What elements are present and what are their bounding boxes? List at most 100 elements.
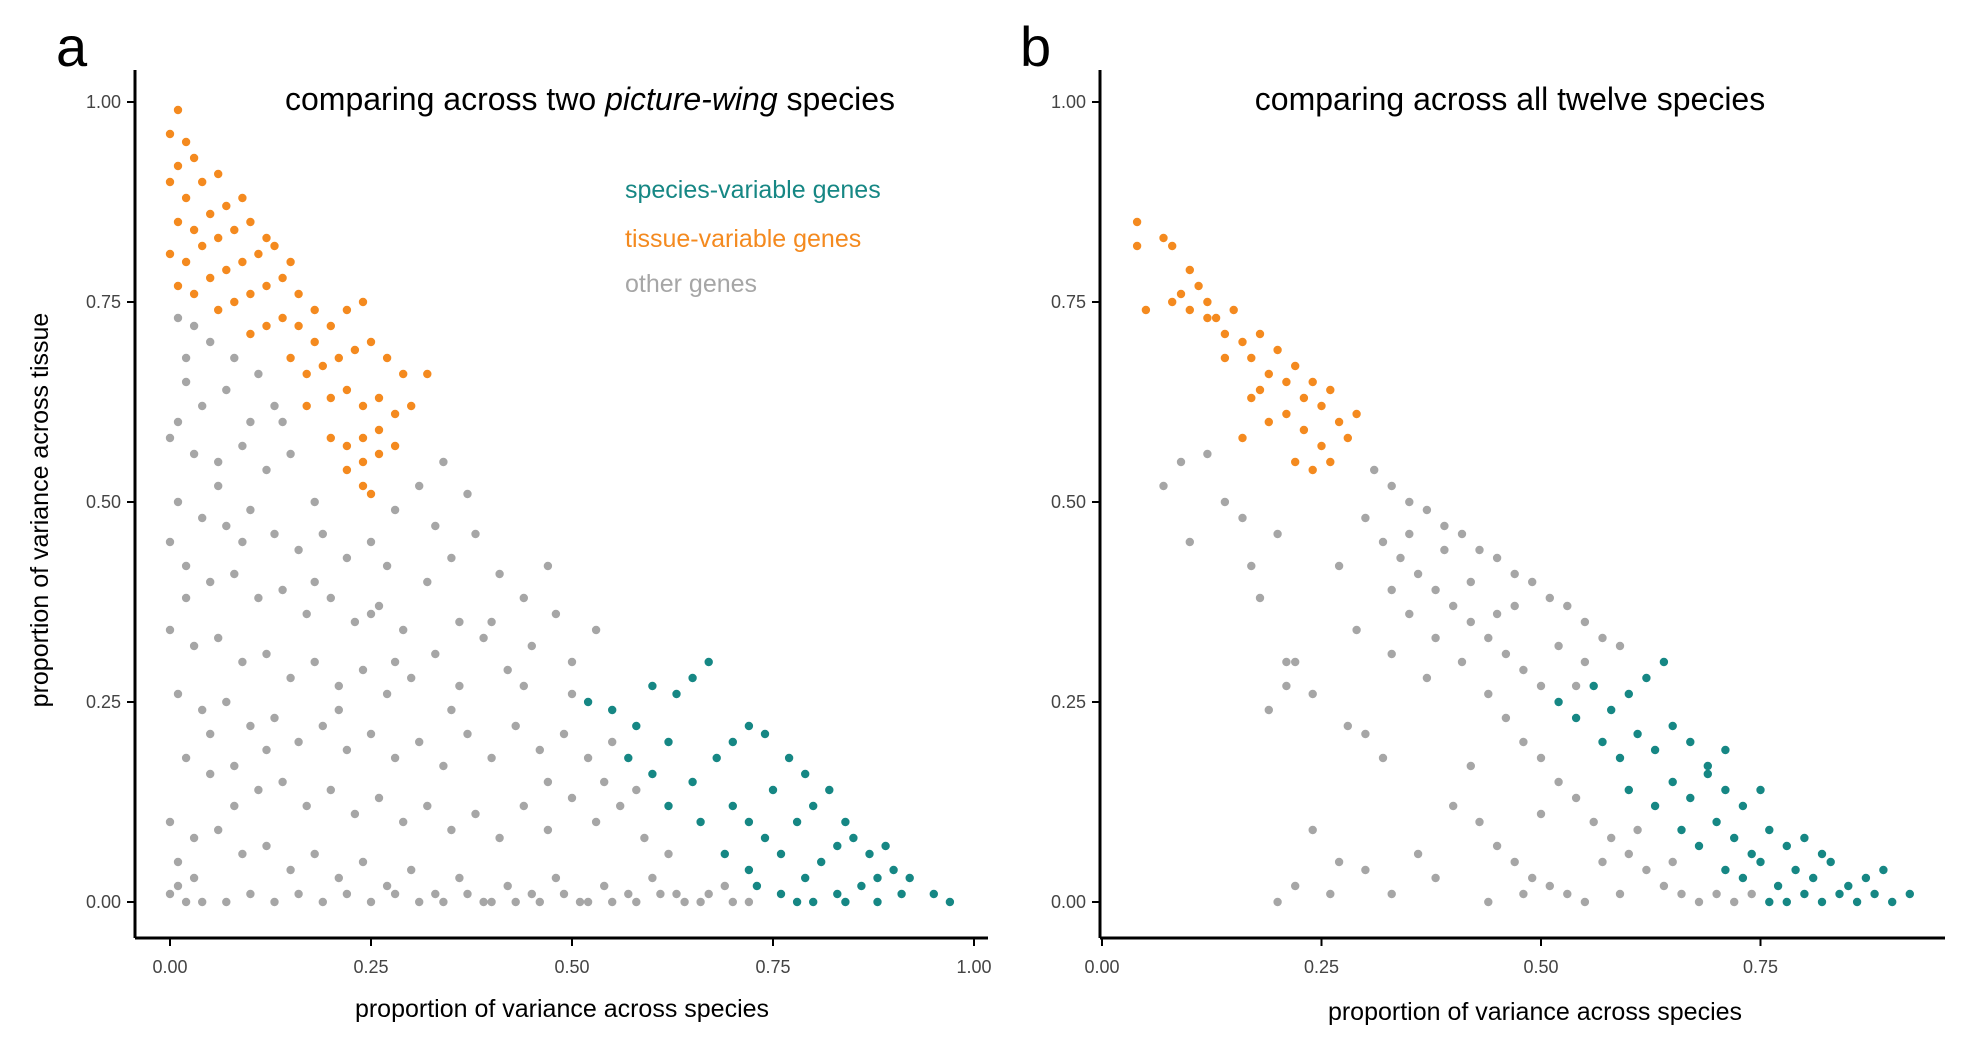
- panel-a-point: [390, 409, 400, 419]
- panel-a-point: [841, 817, 850, 827]
- panel-b-point: [1554, 641, 1563, 651]
- panel-b-point: [1334, 561, 1344, 571]
- panel-a-point: [559, 889, 569, 899]
- panel-a-point: [214, 825, 223, 835]
- panel-a-point: [198, 241, 207, 251]
- panel-a-point: [206, 209, 215, 219]
- panel-b-point: [1519, 665, 1528, 675]
- panel-b-point: [1747, 849, 1756, 859]
- panel-a-point: [181, 193, 191, 203]
- panel-a-point: [278, 417, 287, 427]
- panel-a-point: [873, 873, 882, 883]
- panel-a-point: [688, 777, 697, 787]
- panel-b-point: [1492, 841, 1502, 851]
- panel-a-point: [246, 417, 255, 427]
- panel-b-point: [1132, 217, 1142, 227]
- y-tick-label: 0.00: [86, 892, 121, 912]
- panel-a-point: [415, 481, 424, 491]
- panel-a-point: [310, 577, 319, 587]
- panel-a-point: [543, 561, 553, 571]
- panel-b-point: [1668, 857, 1677, 867]
- panel-a-point: [688, 673, 697, 683]
- panel-b-point: [1317, 401, 1326, 411]
- panel-a-point: [334, 353, 343, 363]
- panel-b-point: [1387, 481, 1396, 491]
- panel-a-point: [230, 225, 239, 235]
- panel-b-point: [1308, 689, 1317, 699]
- panel-a-point: [423, 369, 432, 379]
- panel-a-point: [230, 297, 239, 307]
- panel-b-point: [1765, 897, 1774, 907]
- panel-a-point: [487, 753, 496, 763]
- panel-a-point: [768, 785, 778, 795]
- panel-a-x-axis-label: proportion of variance across species: [355, 995, 769, 1023]
- x-tick-label: 0.75: [755, 957, 790, 977]
- panel-a-point: [447, 553, 456, 563]
- panel-b-point: [1238, 337, 1247, 347]
- panel-a-point: [206, 337, 215, 347]
- panel-a-point: [704, 657, 713, 667]
- panel-a-point: [302, 609, 311, 619]
- panel-a-point: [600, 881, 609, 891]
- panel-b-point: [1624, 785, 1634, 795]
- panel-b-point: [1633, 729, 1642, 739]
- panel-a-point: [214, 305, 223, 315]
- panel-a-point: [230, 353, 239, 363]
- panel-a-point: [583, 697, 593, 707]
- panel-b-point: [1677, 825, 1686, 835]
- panel-a-point: [334, 873, 343, 883]
- panel-a-point: [889, 865, 898, 875]
- panel-a-point: [294, 545, 303, 555]
- panel-a-point: [415, 897, 424, 907]
- panel-b-point: [1475, 545, 1484, 555]
- panel-a-point: [246, 889, 255, 899]
- panel-a-point: [350, 617, 360, 627]
- panel-a-point: [173, 497, 183, 507]
- panel-a-point: [431, 521, 440, 531]
- panel-b-point: [1299, 425, 1309, 435]
- panel-a-title: comparing across two picture-wing specie…: [285, 81, 895, 117]
- panel-b-point: [1229, 305, 1238, 315]
- panel-a-point: [390, 657, 400, 667]
- panel-a-point: [664, 849, 673, 859]
- panel-b-point: [1282, 681, 1291, 691]
- panel-a-point: [366, 489, 376, 499]
- panel-a-point: [374, 449, 384, 459]
- panel-a-point: [238, 257, 247, 267]
- panel-a-point: [857, 881, 866, 891]
- panel-b-point: [1712, 817, 1721, 827]
- panel-a-point: [254, 785, 263, 795]
- panel-a-point: [712, 753, 721, 763]
- panel-a-point: [189, 833, 199, 843]
- panel-b-x-ticks: 0.00 0.25 0.50 0.75: [1084, 938, 1778, 977]
- panel-a-point: [326, 593, 335, 603]
- panel-a-point: [173, 105, 183, 115]
- panel-b-point: [1466, 761, 1476, 771]
- panel-a-point: [350, 345, 360, 355]
- panel-a-point: [165, 625, 175, 635]
- panel-a-point: [374, 393, 384, 403]
- panel-a-point: [519, 681, 528, 691]
- panel-a-point: [479, 633, 488, 643]
- panel-a-point: [294, 737, 303, 747]
- panel-b-point: [1694, 841, 1704, 851]
- panel-b-point: [1642, 865, 1651, 875]
- panel-a-letter: a: [56, 15, 88, 78]
- panel-b-point: [1326, 889, 1335, 899]
- panel-b-point: [1773, 881, 1783, 891]
- panel-b-point: [1238, 433, 1247, 443]
- panel-a-point: [173, 161, 183, 171]
- panel-b-point: [1440, 521, 1449, 531]
- panel-a-point: [310, 497, 319, 507]
- panel-a-x-ticks: 0.00 0.25 0.50 0.75 1.00: [152, 938, 992, 977]
- panel-a-point: [535, 745, 544, 755]
- panel-a-point: [744, 721, 754, 731]
- panel-a-point: [415, 737, 424, 747]
- panel-b-point: [1203, 449, 1212, 459]
- panel-b-point: [1475, 817, 1484, 827]
- panel-a-point: [358, 401, 368, 411]
- panel-b-point: [1791, 865, 1800, 875]
- x-tick-label: 0.50: [554, 957, 589, 977]
- panel-a-point: [198, 705, 207, 715]
- panel-a-point: [326, 433, 335, 443]
